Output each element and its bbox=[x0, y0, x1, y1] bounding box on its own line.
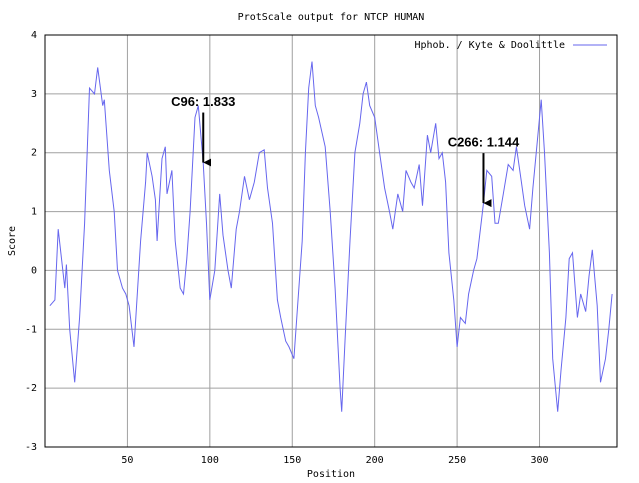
annotation: C96: 1.833 bbox=[171, 94, 235, 109]
data-line bbox=[49, 61, 613, 412]
annotation: C266: 1.144 bbox=[448, 135, 520, 150]
y-tick-label: 3 bbox=[31, 89, 37, 100]
x-tick-label: 300 bbox=[530, 455, 548, 466]
x-tick-label: 50 bbox=[121, 455, 133, 466]
chart-title: ProtScale output for NTCP HUMAN bbox=[238, 12, 425, 23]
y-tick-label: 1 bbox=[31, 207, 37, 218]
y-tick-label: -2 bbox=[25, 383, 37, 394]
plot-frame bbox=[44, 34, 618, 448]
y-tick-label: 0 bbox=[31, 265, 37, 276]
x-tick-label: 150 bbox=[283, 455, 301, 466]
y-tick-label: 2 bbox=[31, 148, 37, 159]
y-tick-label: -1 bbox=[25, 324, 37, 335]
x-tick-label: 200 bbox=[366, 455, 384, 466]
y-tick-label: -3 bbox=[25, 442, 37, 453]
y-axis-label: Score bbox=[7, 226, 18, 256]
x-axis-label: Position bbox=[307, 469, 355, 480]
y-tick-label: 4 bbox=[31, 30, 37, 41]
legend-label: Hphob. / Kyte & Doolittle bbox=[414, 40, 565, 51]
x-tick-label: 100 bbox=[201, 455, 219, 466]
x-tick-label: 250 bbox=[448, 455, 466, 466]
